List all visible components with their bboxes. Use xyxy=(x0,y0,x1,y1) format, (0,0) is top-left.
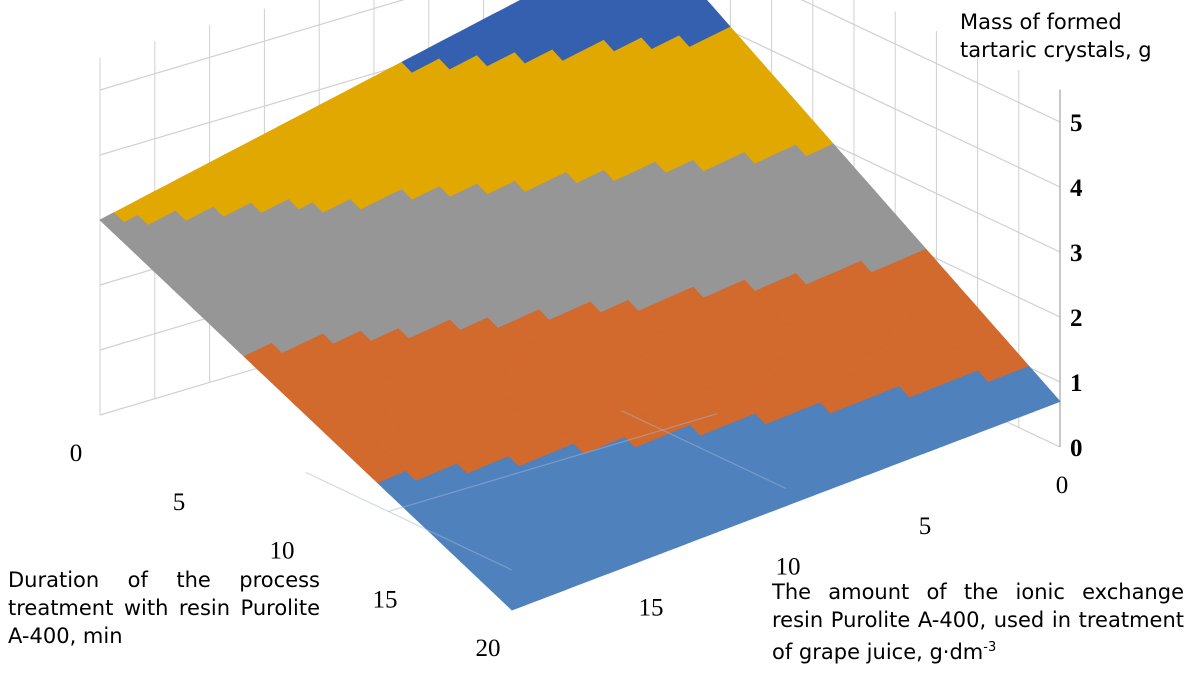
floor-gridline xyxy=(620,409,787,490)
y-tick-label: 10 xyxy=(776,554,801,581)
z-axis-title: Mass of formed tartaric crystals, g xyxy=(960,8,1180,64)
floor-grid xyxy=(305,409,787,571)
z-tick-label: 4 xyxy=(1070,175,1083,202)
wall-gridline xyxy=(99,0,1061,123)
y-tick-label: 0 xyxy=(1056,472,1069,499)
x-tick-label: 0 xyxy=(70,440,83,467)
axis-ticks: 0 1 2 3 4 5 0 5 10 15 20 0 5 10 15 xyxy=(70,110,1083,662)
y-axis-title-sup: -3 xyxy=(983,640,997,655)
surface-cell xyxy=(500,594,527,611)
y-tick-label: 5 xyxy=(919,513,932,540)
z-tick-label: 5 xyxy=(1070,110,1083,137)
z-tick-label: 2 xyxy=(1070,305,1083,332)
z-tick-label: 0 xyxy=(1070,435,1083,462)
wall-gridline xyxy=(99,0,1061,188)
x-tick-label: 5 xyxy=(173,489,186,516)
z-tick-label: 3 xyxy=(1070,240,1083,267)
x-tick-label: 10 xyxy=(270,538,295,565)
y-axis-title: The amount of the ionic exchange resin P… xyxy=(772,578,1184,666)
surface-plot xyxy=(99,0,1061,611)
y-axis-title-text: The amount of the ionic exchange resin P… xyxy=(772,580,1184,664)
x-tick-label: 15 xyxy=(373,586,398,613)
y-tick-label: 15 xyxy=(639,594,664,621)
z-axis-title-line1: Mass of formed xyxy=(960,10,1122,34)
z-tick-label: 1 xyxy=(1070,370,1083,397)
x-tick-label: 20 xyxy=(476,635,501,662)
x-axis-title: Duration of the process treatment with r… xyxy=(8,568,320,648)
z-axis-title-line2: tartaric crystals, g xyxy=(960,38,1152,62)
floor-gridline xyxy=(305,471,513,571)
